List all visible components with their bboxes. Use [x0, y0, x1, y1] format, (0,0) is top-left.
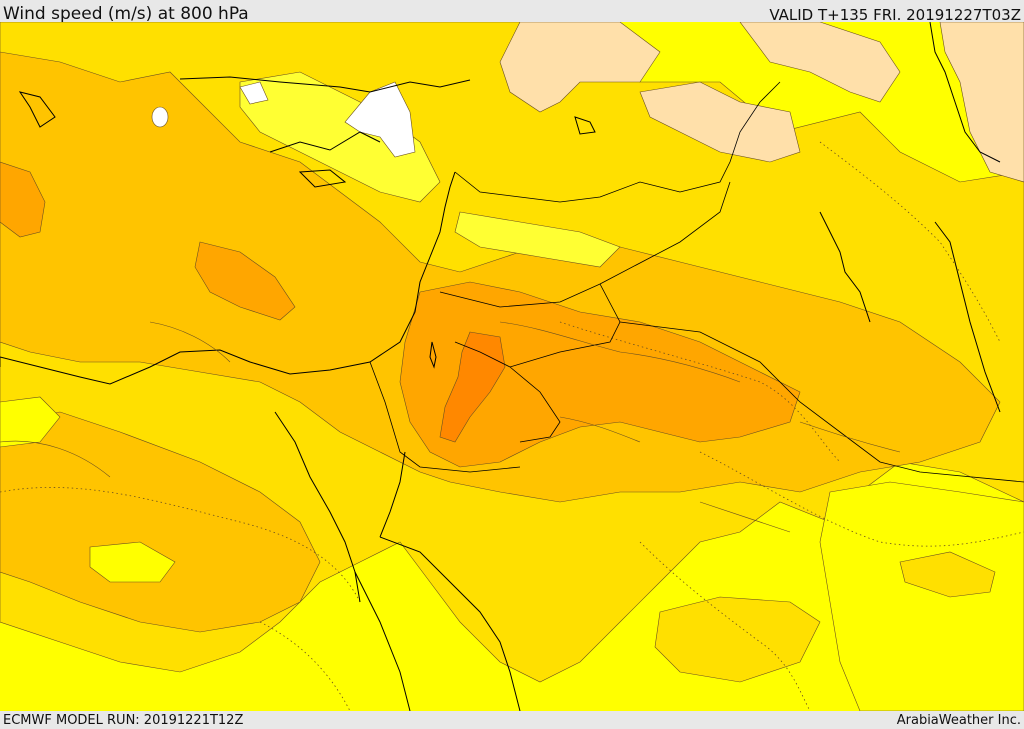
- wind-band-yellow-sw: [0, 396, 61, 448]
- dotted-contours: [0, 141, 1024, 711]
- wind-band-amber-sw: [0, 411, 321, 633]
- header-bar: [0, 0, 1024, 22]
- wind-band-gold-far-se: [899, 551, 996, 598]
- wind-band-yellow-se: [819, 481, 1024, 711]
- wind-band-orange-west: [0, 161, 46, 238]
- footer-bar: [0, 711, 1024, 729]
- provider-label: ArabiaWeather Inc.: [896, 713, 1021, 728]
- wind-band-light-ne: [499, 22, 661, 113]
- wind-band-pale-levant: [454, 211, 621, 268]
- wind-band-orange-med: [194, 241, 296, 321]
- wind-band-light-ne2: [639, 81, 801, 163]
- country-borders: [0, 81, 1024, 483]
- wind-speed-map: [0, 22, 1024, 711]
- valid-time-label: VALID T+135 FRI. 20191227T03Z: [769, 6, 1021, 24]
- map-title: Wind speed (m/s) at 800 hPa: [3, 4, 249, 24]
- model-run-label: ECMWF MODEL RUN: 20191221T12Z: [3, 713, 244, 728]
- speed-contours: [0, 321, 901, 533]
- wind-band-dark-orange: [439, 331, 506, 443]
- wind-calm-patch: [344, 81, 416, 158]
- wind-band-pale-north: [239, 71, 441, 203]
- wind-band-yellow-s: [89, 541, 176, 583]
- coastlines: [0, 22, 1001, 711]
- wind-band-gold-se: [654, 596, 821, 683]
- wind-calm-patch-3: [151, 106, 169, 128]
- wind-band-light-ne3: [739, 22, 901, 103]
- wind-band-orange-central: [399, 281, 801, 468]
- wind-calm-patch-2: [239, 81, 269, 105]
